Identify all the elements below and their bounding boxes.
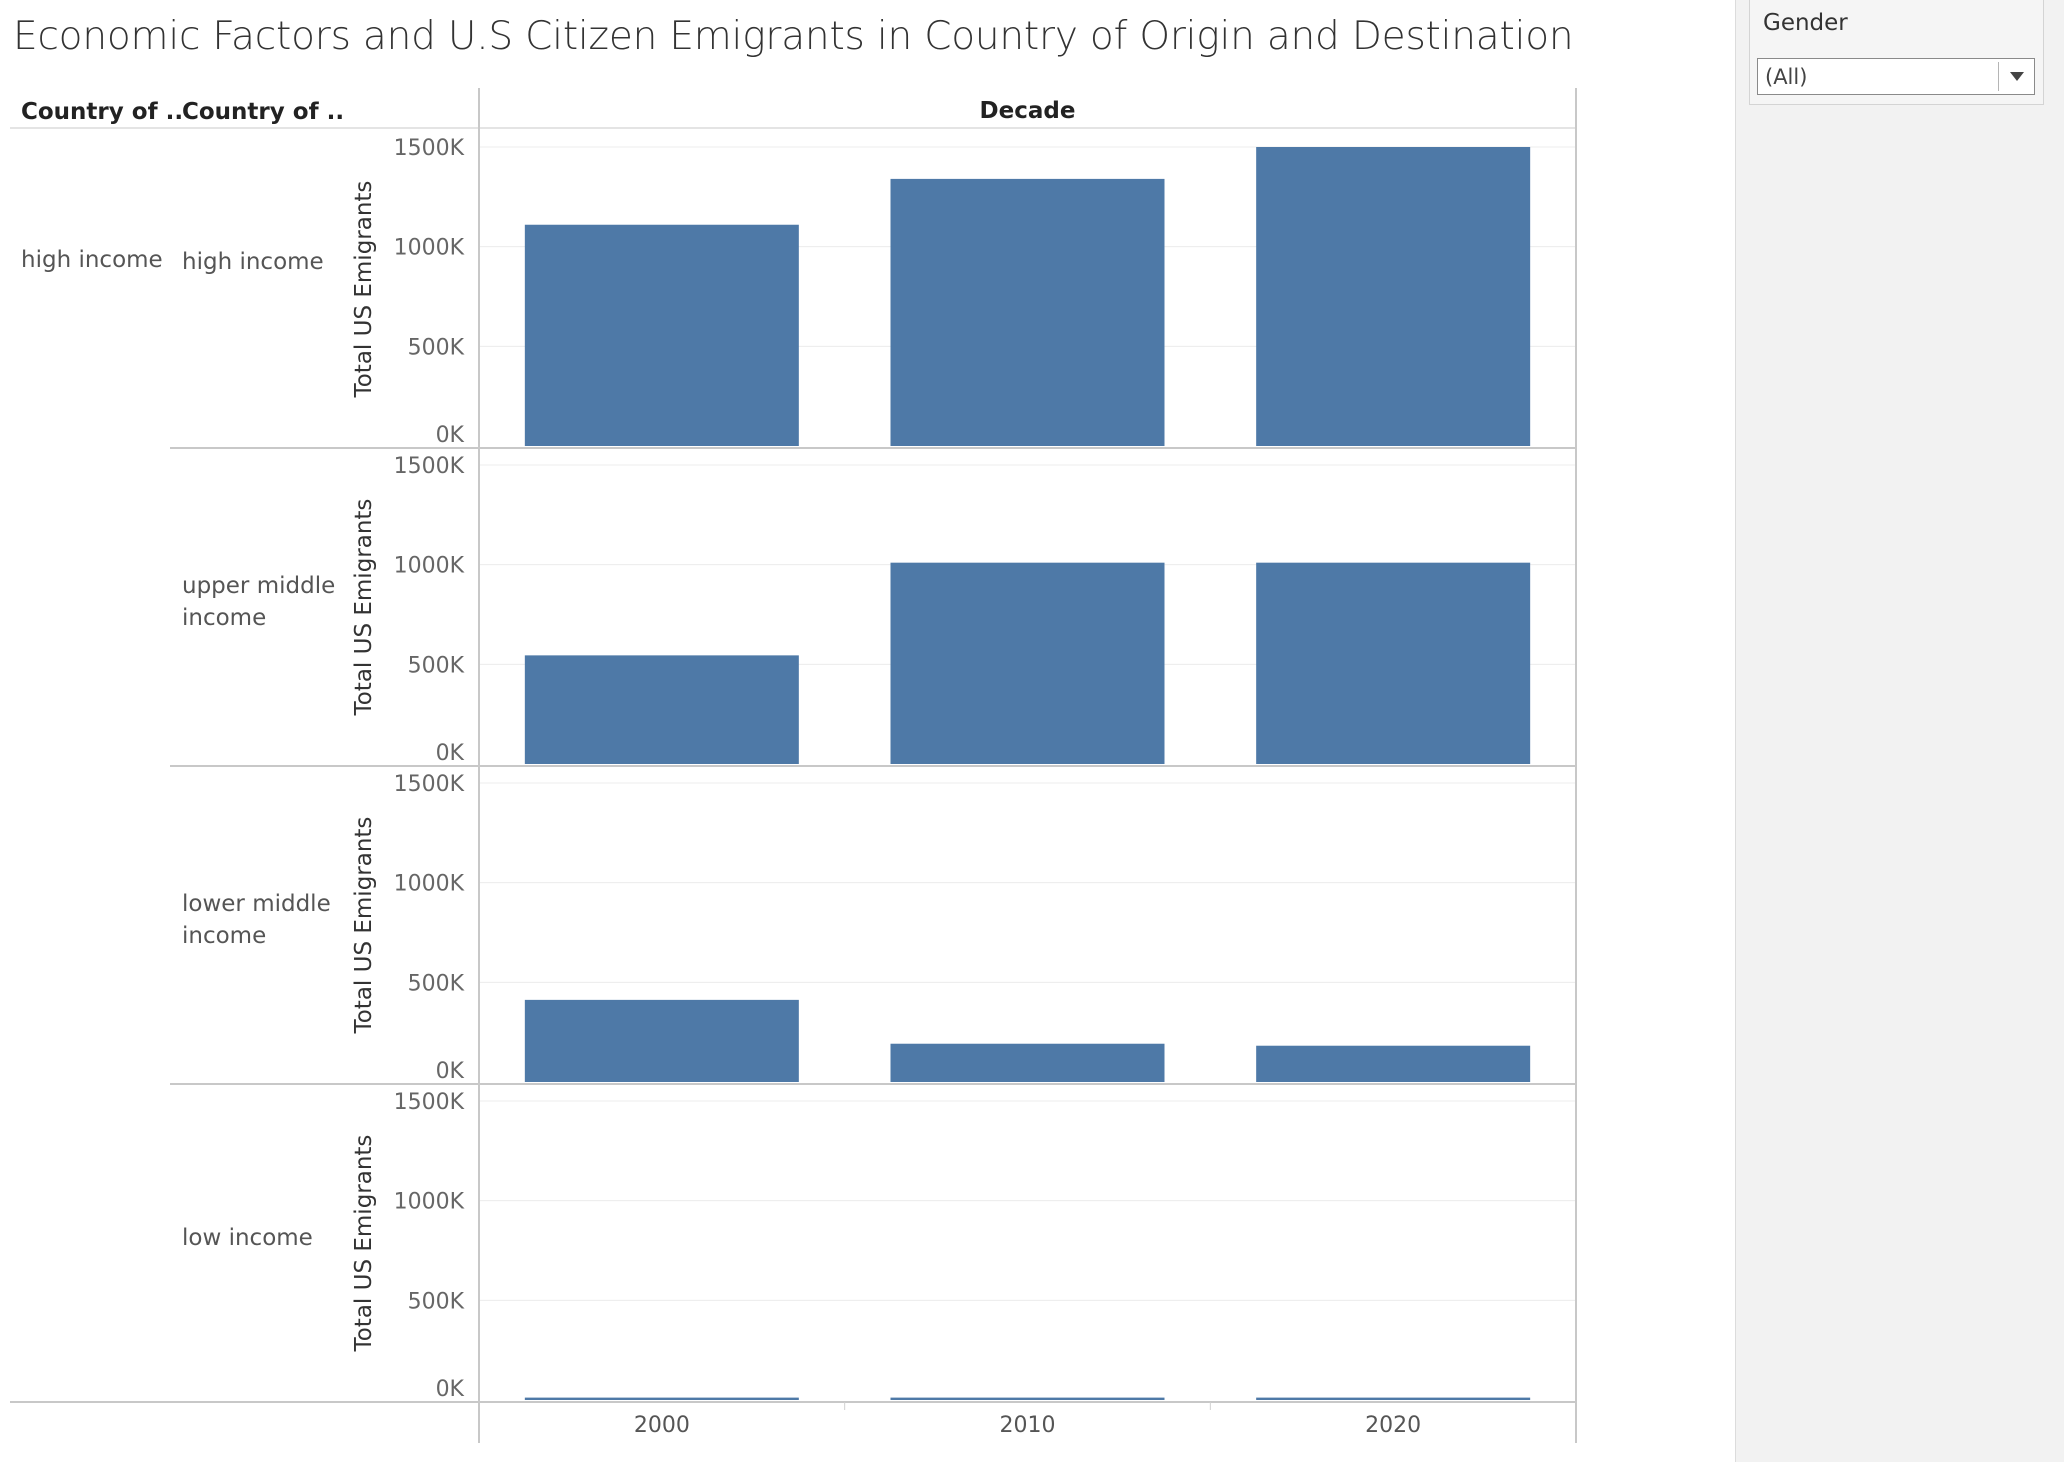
y-tick-label: 1500K bbox=[394, 1090, 465, 1115]
filter-panel: Gender (All) bbox=[1735, 0, 2064, 1462]
bar bbox=[890, 562, 1165, 764]
y-tick-label: 500K bbox=[408, 971, 465, 996]
x-tick-label: 2010 bbox=[1000, 1413, 1056, 1438]
gender-filter-card: Gender (All) bbox=[1749, 0, 2044, 105]
y-tick-label: 0K bbox=[436, 1059, 465, 1084]
dropdown-divider bbox=[1998, 62, 1999, 91]
gender-filter-label: Gender bbox=[1763, 10, 1848, 36]
bar bbox=[1256, 1045, 1531, 1082]
bar bbox=[1256, 147, 1531, 446]
bars bbox=[524, 147, 1531, 1400]
bar bbox=[890, 1397, 1165, 1400]
y-tick-label: 1000K bbox=[394, 872, 465, 897]
destination-label: upper middle income bbox=[182, 573, 335, 631]
labels: Country of ..Country of .. Decade high inc… bbox=[21, 98, 1421, 1438]
y-tick-label: 1500K bbox=[394, 136, 465, 161]
panel-borders bbox=[10, 88, 1577, 1443]
bar bbox=[1256, 562, 1531, 764]
y-tick-label: 1000K bbox=[394, 1190, 465, 1215]
y-axis-title: Total US Emigrants bbox=[351, 181, 377, 399]
gender-filter-value: (All) bbox=[1765, 65, 1808, 89]
chart-title: Economic Factors and U.S Citizen Emigran… bbox=[13, 14, 1574, 59]
column-header-origin: Country of .. bbox=[21, 99, 183, 125]
bar bbox=[524, 224, 799, 446]
destination-label: high income bbox=[182, 249, 324, 275]
chevron-down-icon[interactable] bbox=[2010, 72, 2024, 81]
destination-label: low income bbox=[182, 1225, 313, 1251]
y-tick-label: 500K bbox=[408, 1289, 465, 1314]
y-tick-label: 500K bbox=[408, 335, 465, 360]
bar bbox=[524, 655, 799, 764]
bar bbox=[1256, 1397, 1531, 1400]
y-tick-label: 1000K bbox=[394, 554, 465, 579]
y-axis-title: Total US Emigrants bbox=[351, 499, 377, 717]
bar bbox=[890, 1043, 1165, 1082]
y-axis-title: Total US Emigrants bbox=[351, 817, 377, 1035]
column-header-destination: Country of .. bbox=[182, 99, 344, 125]
decade-header: Decade bbox=[980, 98, 1076, 124]
x-tick-label: 2000 bbox=[634, 1413, 690, 1438]
x-tick-label: 2020 bbox=[1365, 1413, 1421, 1438]
y-tick-label: 0K bbox=[436, 1377, 465, 1402]
origin-label: high income bbox=[21, 247, 163, 273]
y-tick-label: 1000K bbox=[394, 236, 465, 261]
bar bbox=[524, 1397, 799, 1400]
chart: Country of ..Country of .. Decade high inc… bbox=[10, 88, 1577, 1443]
y-axis-title: Total US Emigrants bbox=[351, 1135, 377, 1353]
bar bbox=[890, 178, 1165, 447]
y-tick-label: 1500K bbox=[394, 454, 465, 479]
y-tick-label: 0K bbox=[436, 741, 465, 766]
y-tick-label: 0K bbox=[436, 423, 465, 448]
destination-label: lower middle income bbox=[182, 891, 331, 949]
bar bbox=[524, 999, 799, 1082]
gender-filter-dropdown[interactable]: (All) bbox=[1757, 58, 2035, 95]
y-tick-label: 1500K bbox=[394, 772, 465, 797]
y-tick-label: 500K bbox=[408, 653, 465, 678]
